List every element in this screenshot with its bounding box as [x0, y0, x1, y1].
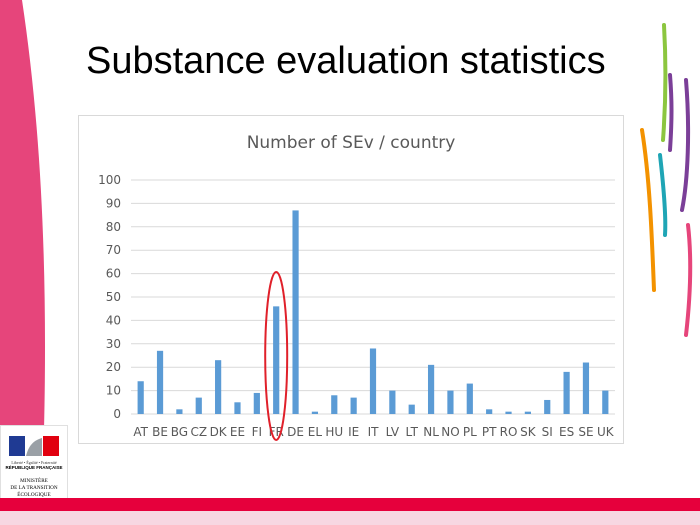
- logo-motto: Liberté • Égalité • Fraternité: [11, 460, 57, 465]
- x-tick-label: HU: [325, 425, 343, 439]
- flag-red: [43, 436, 59, 456]
- bar-se: [582, 362, 590, 414]
- x-tick-label: SK: [520, 425, 537, 439]
- bar-si: [544, 399, 551, 414]
- slide-title: Substance evaluation statistics: [86, 40, 606, 82]
- bar-hu: [331, 395, 338, 414]
- bar-at: [137, 381, 144, 414]
- colored-lines-decoration: [640, 23, 693, 337]
- x-tick-label: SI: [542, 425, 553, 439]
- bar-bg: [176, 409, 183, 414]
- x-tick-label: IE: [348, 425, 359, 439]
- x-tick-label: RO: [500, 425, 518, 439]
- x-tick-label: PL: [463, 425, 477, 439]
- x-tick-label: LV: [386, 425, 400, 439]
- bar-ee: [234, 402, 241, 414]
- marianne-flag-logo: [9, 436, 59, 456]
- logo-republique: RÉPUBLIQUE FRANÇAISE: [5, 465, 63, 470]
- y-tick-label: 70: [106, 243, 121, 257]
- x-tick-label: LT: [406, 425, 419, 439]
- x-tick-label: SE: [578, 425, 593, 439]
- y-tick-label: 60: [106, 267, 121, 281]
- bar-es: [563, 371, 570, 414]
- x-tick-label: BE: [152, 425, 168, 439]
- deco-line-purple: [680, 78, 691, 212]
- y-tick-label: 20: [106, 360, 121, 374]
- deco-line-green: [661, 23, 668, 142]
- chart-container: Number of SEv / country 0 10 20 30 40 50 60 70 8…: [78, 115, 624, 444]
- marianne-profile: [26, 438, 42, 456]
- x-tick-label: FI: [252, 425, 262, 439]
- bar-pt: [486, 409, 493, 414]
- x-tick-label: AT: [133, 425, 148, 439]
- deco-line-orange: [640, 128, 656, 292]
- y-axis-ticks: 0 10 20 30 40 50 60 70 80 90 100: [98, 173, 121, 421]
- bar-be: [156, 350, 164, 414]
- y-tick-label: 80: [106, 220, 121, 234]
- chart-title: Number of SEv / country: [247, 133, 456, 153]
- bar-lt: [408, 404, 415, 414]
- bar-uk: [602, 390, 609, 414]
- x-tick-label: UK: [597, 425, 615, 439]
- x-tick-label: DK: [210, 425, 228, 439]
- y-tick-label: 40: [106, 313, 121, 327]
- x-tick-label: PT: [482, 425, 497, 439]
- x-tick-label: DE: [287, 425, 304, 439]
- bar-pl: [466, 383, 473, 414]
- deco-line-pink: [684, 223, 693, 337]
- x-tick-label: NO: [441, 425, 459, 439]
- bar-fi: [253, 392, 260, 414]
- y-tick-label: 0: [113, 407, 121, 421]
- pink-wave-shape: [0, 0, 46, 525]
- x-tick-label: EL: [308, 425, 323, 439]
- highlight-ellipse-fr: [264, 271, 289, 441]
- bar-dk: [215, 360, 222, 414]
- bar-fr: [273, 306, 280, 414]
- bar-el: [311, 411, 319, 414]
- x-axis-ticks: AT BE BG CZ DK EE FI FR DE EL HU IE IT LV LT NL NO PL PT RO…: [133, 425, 614, 439]
- deco-line-purple-short: [668, 73, 674, 152]
- x-tick-label: BG: [171, 425, 188, 439]
- y-tick-label: 30: [106, 337, 121, 351]
- bar-chart: Number of SEv / country 0 10 20 30 40 50 60 70 8…: [98, 133, 615, 441]
- bars: [137, 210, 609, 414]
- bar-sk: [524, 411, 531, 414]
- bar-no: [447, 390, 454, 414]
- bottom-bar-pink: [0, 511, 700, 525]
- bar-cz: [195, 397, 202, 414]
- bar-nl: [427, 364, 435, 414]
- bottom-bar: [0, 498, 700, 525]
- y-tick-label: 10: [106, 384, 121, 398]
- bar-de: [292, 210, 299, 414]
- bottom-bar-red: [0, 498, 700, 511]
- flag-blue: [9, 436, 25, 456]
- bar-ro: [505, 411, 512, 414]
- deco-line-teal: [658, 153, 668, 237]
- x-tick-label: EE: [230, 425, 245, 439]
- y-tick-label: 90: [106, 196, 121, 210]
- x-tick-label: CZ: [190, 425, 207, 439]
- y-tick-label: 100: [98, 173, 121, 187]
- pink-wave-decoration: [0, 0, 46, 525]
- y-tick-label: 50: [106, 290, 121, 304]
- bar-lv: [389, 390, 396, 414]
- x-tick-label: NL: [423, 425, 439, 439]
- annotations: [264, 271, 289, 441]
- bar-ie: [350, 397, 357, 414]
- bar-it: [369, 348, 377, 414]
- x-tick-label: ES: [559, 425, 574, 439]
- x-tick-label: IT: [368, 425, 380, 439]
